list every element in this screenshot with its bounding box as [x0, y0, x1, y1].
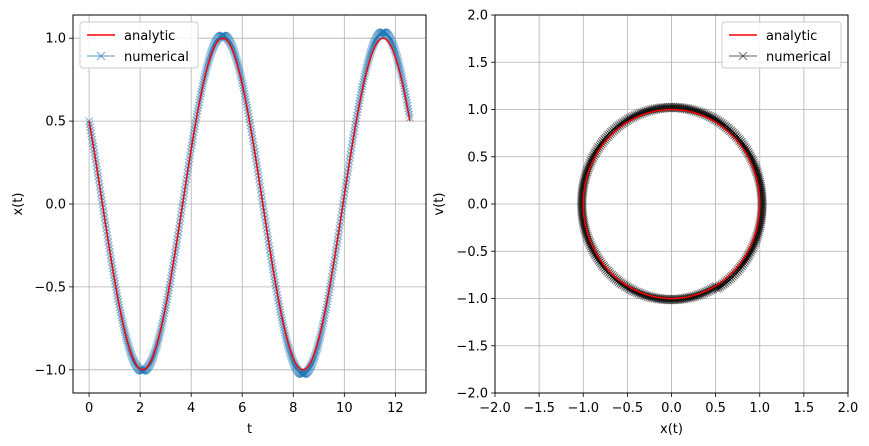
ylabel-left: x(t)	[11, 193, 26, 216]
x-tick-label: 2.0	[838, 401, 859, 416]
x-tick-label: 4	[187, 401, 195, 416]
series-analytic-right	[582, 108, 761, 300]
y-tick-label: 0.5	[467, 150, 488, 165]
y-tick-label: 1.5	[467, 56, 488, 71]
y-tick-label: −1.0	[456, 292, 488, 307]
x-tick-label: 10	[336, 401, 353, 416]
y-tick-label: −2.0	[456, 387, 488, 402]
chart-left: 0 2 4 6 8 10 12 −1.0 −0.5 0.0 0.5 1.0 t x(t) analyt…	[11, 14, 427, 437]
legend-label-analytic-left: analytic	[124, 29, 175, 44]
legend-marker-numerical-left	[96, 51, 106, 61]
chart-right: −2.0 −1.5 −1.0 −0.5 0.0 0.5 1.0 1.5 2.0−2.0−1.5−…	[432, 9, 858, 438]
y-tick-label: 0.0	[467, 198, 488, 213]
xlabel-left: t	[247, 422, 252, 437]
x-tick-label: −0.5	[612, 401, 644, 416]
legend-left: analytic numerical	[79, 21, 199, 69]
legend-label-numerical-right: numerical	[766, 50, 831, 65]
ylabel-right: v(t)	[432, 193, 447, 216]
x-tick-label: 1.0	[749, 401, 770, 416]
y-tick-label: 1.0	[467, 103, 488, 118]
y-tick-label: 0.5	[45, 115, 66, 130]
x-tick-label: 8	[289, 401, 297, 416]
y-tick-label: −1.5	[456, 339, 488, 354]
x-tick-label: 0.0	[661, 401, 682, 416]
y-tick-label: −0.5	[456, 245, 488, 260]
x-tick-label: −2.0	[479, 401, 511, 416]
legend-label-analytic-right: analytic	[766, 29, 817, 44]
x-tick-label: 1.5	[794, 401, 815, 416]
legend-right: analytic numerical	[721, 21, 842, 69]
x-tick-label: −1.0	[567, 401, 599, 416]
x-tick-label: 0	[85, 401, 93, 416]
ticks-right: −2.0 −1.5 −1.0 −0.5 0.0 0.5 1.0 1.5 2.0−2.0−1.5−…	[456, 9, 858, 417]
x-tick-label: 0.5	[705, 401, 726, 416]
y-tick-label: −0.5	[34, 280, 66, 295]
ticks-left: 0 2 4 6 8 10 12 −1.0 −0.5 0.0 0.5 1.0	[34, 32, 403, 416]
axes-frame-left	[72, 14, 427, 394]
x-tick-label: 12	[387, 401, 404, 416]
x-tick-label: 6	[238, 401, 246, 416]
x-tick-label: −1.5	[523, 401, 555, 416]
series-analytic-left	[88, 37, 411, 371]
axes-frame-right	[494, 14, 849, 394]
y-tick-label: 0.0	[45, 198, 66, 213]
legend-label-numerical-left: numerical	[124, 50, 189, 65]
legend-marker-numerical-right	[738, 51, 748, 61]
x-tick-label: 2	[136, 401, 144, 416]
y-tick-label: 1.0	[45, 32, 66, 47]
xlabel-right: x(t)	[660, 422, 683, 437]
y-tick-label: 2.0	[467, 9, 488, 24]
data-point-numerical	[85, 117, 93, 125]
y-tick-label: −1.0	[34, 363, 66, 378]
